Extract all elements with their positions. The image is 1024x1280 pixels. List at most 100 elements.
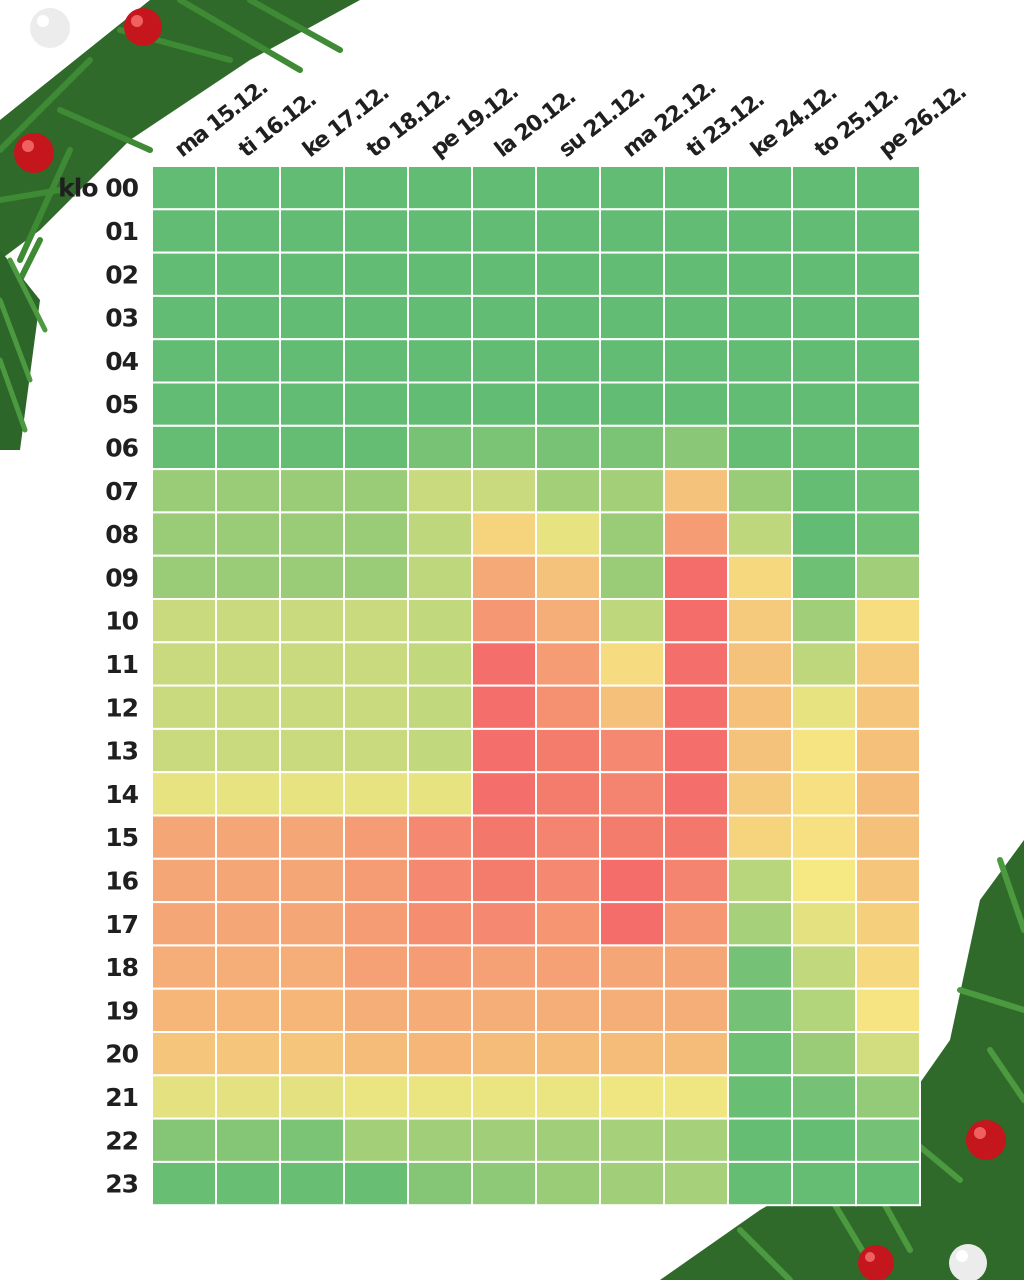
heatmap-cell	[535, 684, 601, 730]
heatmap-cell	[151, 294, 217, 341]
heatmap-cell	[215, 987, 281, 1034]
hour-label: 03	[105, 304, 138, 333]
heatmap-cell	[279, 208, 345, 254]
heatmap-cell	[343, 814, 409, 860]
heatmap-cell	[343, 511, 409, 557]
heatmap-cell	[791, 684, 857, 730]
heatmap-cell	[215, 814, 281, 860]
heatmap-cell	[471, 901, 537, 947]
heatmap-cell	[407, 294, 473, 341]
heatmap-cell	[663, 1160, 729, 1207]
heatmap-cell	[727, 814, 793, 860]
heatmap-cell	[535, 598, 601, 644]
heatmap-cell	[215, 294, 281, 341]
heatmap-cell	[151, 684, 217, 730]
heatmap-cell	[663, 338, 729, 384]
heatmap-cell	[279, 554, 345, 601]
heatmap-cell	[343, 944, 409, 990]
heatmap-cell	[407, 251, 473, 297]
heatmap-cell	[791, 771, 857, 817]
heatmap-cell	[599, 554, 665, 601]
heatmap-cell	[727, 641, 793, 687]
heatmap-cell	[663, 987, 729, 1034]
heatmap-cell	[535, 944, 601, 990]
hour-label: 02	[105, 260, 138, 289]
heatmap-cell	[407, 1031, 473, 1077]
heatmap-cell	[599, 598, 665, 644]
heatmap-cell	[343, 251, 409, 297]
heatmap-cell	[343, 294, 409, 341]
heatmap-cell	[599, 381, 665, 427]
heatmap-cell	[855, 381, 921, 427]
heatmap-cell	[407, 424, 473, 471]
heatmap-cell	[599, 1074, 665, 1120]
heatmap-cell	[663, 208, 729, 254]
heatmap-cell	[599, 511, 665, 557]
heatmap-cell	[471, 424, 537, 471]
heatmap-cell	[727, 857, 793, 904]
heatmap-cell	[855, 857, 921, 904]
heatmap-cell	[791, 814, 857, 860]
heatmap-cell	[599, 814, 665, 860]
heatmap-cell	[471, 381, 537, 427]
heatmap-cell	[407, 468, 473, 514]
hour-label: 01	[105, 217, 138, 246]
heatmap-cell	[855, 165, 921, 211]
heatmap-cell	[855, 727, 921, 774]
heatmap-cell	[855, 251, 921, 297]
heatmap-cell	[151, 598, 217, 644]
heatmap-cell	[727, 901, 793, 947]
heatmap-cell	[279, 294, 345, 341]
heatmap-cell	[279, 987, 345, 1034]
heatmap-cell	[279, 1117, 345, 1163]
heatmap-cell	[151, 944, 217, 990]
hour-label: 15	[105, 823, 138, 852]
heatmap-cell	[215, 641, 281, 687]
heatmap-cell	[471, 554, 537, 601]
heatmap-cell	[599, 165, 665, 211]
heatmap-cell	[151, 1074, 217, 1120]
heatmap-cell	[343, 554, 409, 601]
heatmap-cell	[407, 165, 473, 211]
heatmap-cell	[855, 598, 921, 644]
hour-label: 10	[105, 607, 138, 636]
heatmap-cell	[215, 424, 281, 471]
heatmap-cell	[151, 424, 217, 471]
heatmap-cell	[535, 857, 601, 904]
heatmap-cell	[215, 338, 281, 384]
hour-label: 09	[105, 563, 138, 592]
heatmap-cell	[727, 1031, 793, 1077]
heatmap-cell	[535, 641, 601, 687]
heatmap-cell	[663, 814, 729, 860]
heatmap-cell	[855, 987, 921, 1034]
hour-label: 16	[105, 866, 138, 895]
heatmap-cell	[343, 598, 409, 644]
heatmap-cell	[151, 987, 217, 1034]
heatmap-cell	[727, 424, 793, 471]
heatmap-cell	[279, 251, 345, 297]
heatmap-cell	[343, 208, 409, 254]
heatmap-cell	[215, 511, 281, 557]
heatmap-cell	[279, 338, 345, 384]
hour-label: 21	[105, 1083, 138, 1112]
heatmap-cell	[727, 727, 793, 774]
heatmap-cell	[791, 987, 857, 1034]
heatmap-cell	[471, 987, 537, 1034]
heatmap-cell	[279, 771, 345, 817]
heatmap-cell	[215, 165, 281, 211]
heatmap-cell	[471, 1160, 537, 1207]
heatmap-cell	[279, 1074, 345, 1120]
heatmap-cell	[663, 944, 729, 990]
heatmap-cell	[791, 1074, 857, 1120]
heatmap-cell	[727, 1160, 793, 1207]
heatmap-cell	[343, 381, 409, 427]
heatmap-cell	[663, 251, 729, 297]
heatmap-cell	[791, 511, 857, 557]
heatmap-cell	[151, 208, 217, 254]
heatmap-cell	[727, 338, 793, 384]
hour-label: 17	[105, 910, 138, 939]
heatmap-cell	[855, 1160, 921, 1207]
heatmap-cell	[535, 165, 601, 211]
hour-label: 07	[105, 477, 138, 506]
